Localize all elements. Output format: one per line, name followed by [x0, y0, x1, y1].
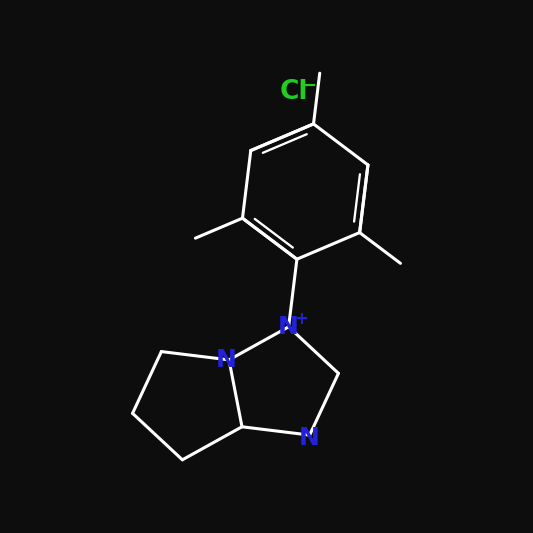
Text: −: −	[302, 76, 318, 95]
Text: N: N	[299, 426, 320, 450]
Text: Cl: Cl	[280, 79, 309, 105]
Text: +: +	[294, 310, 308, 328]
Text: N: N	[216, 348, 237, 372]
Text: N: N	[278, 315, 299, 339]
